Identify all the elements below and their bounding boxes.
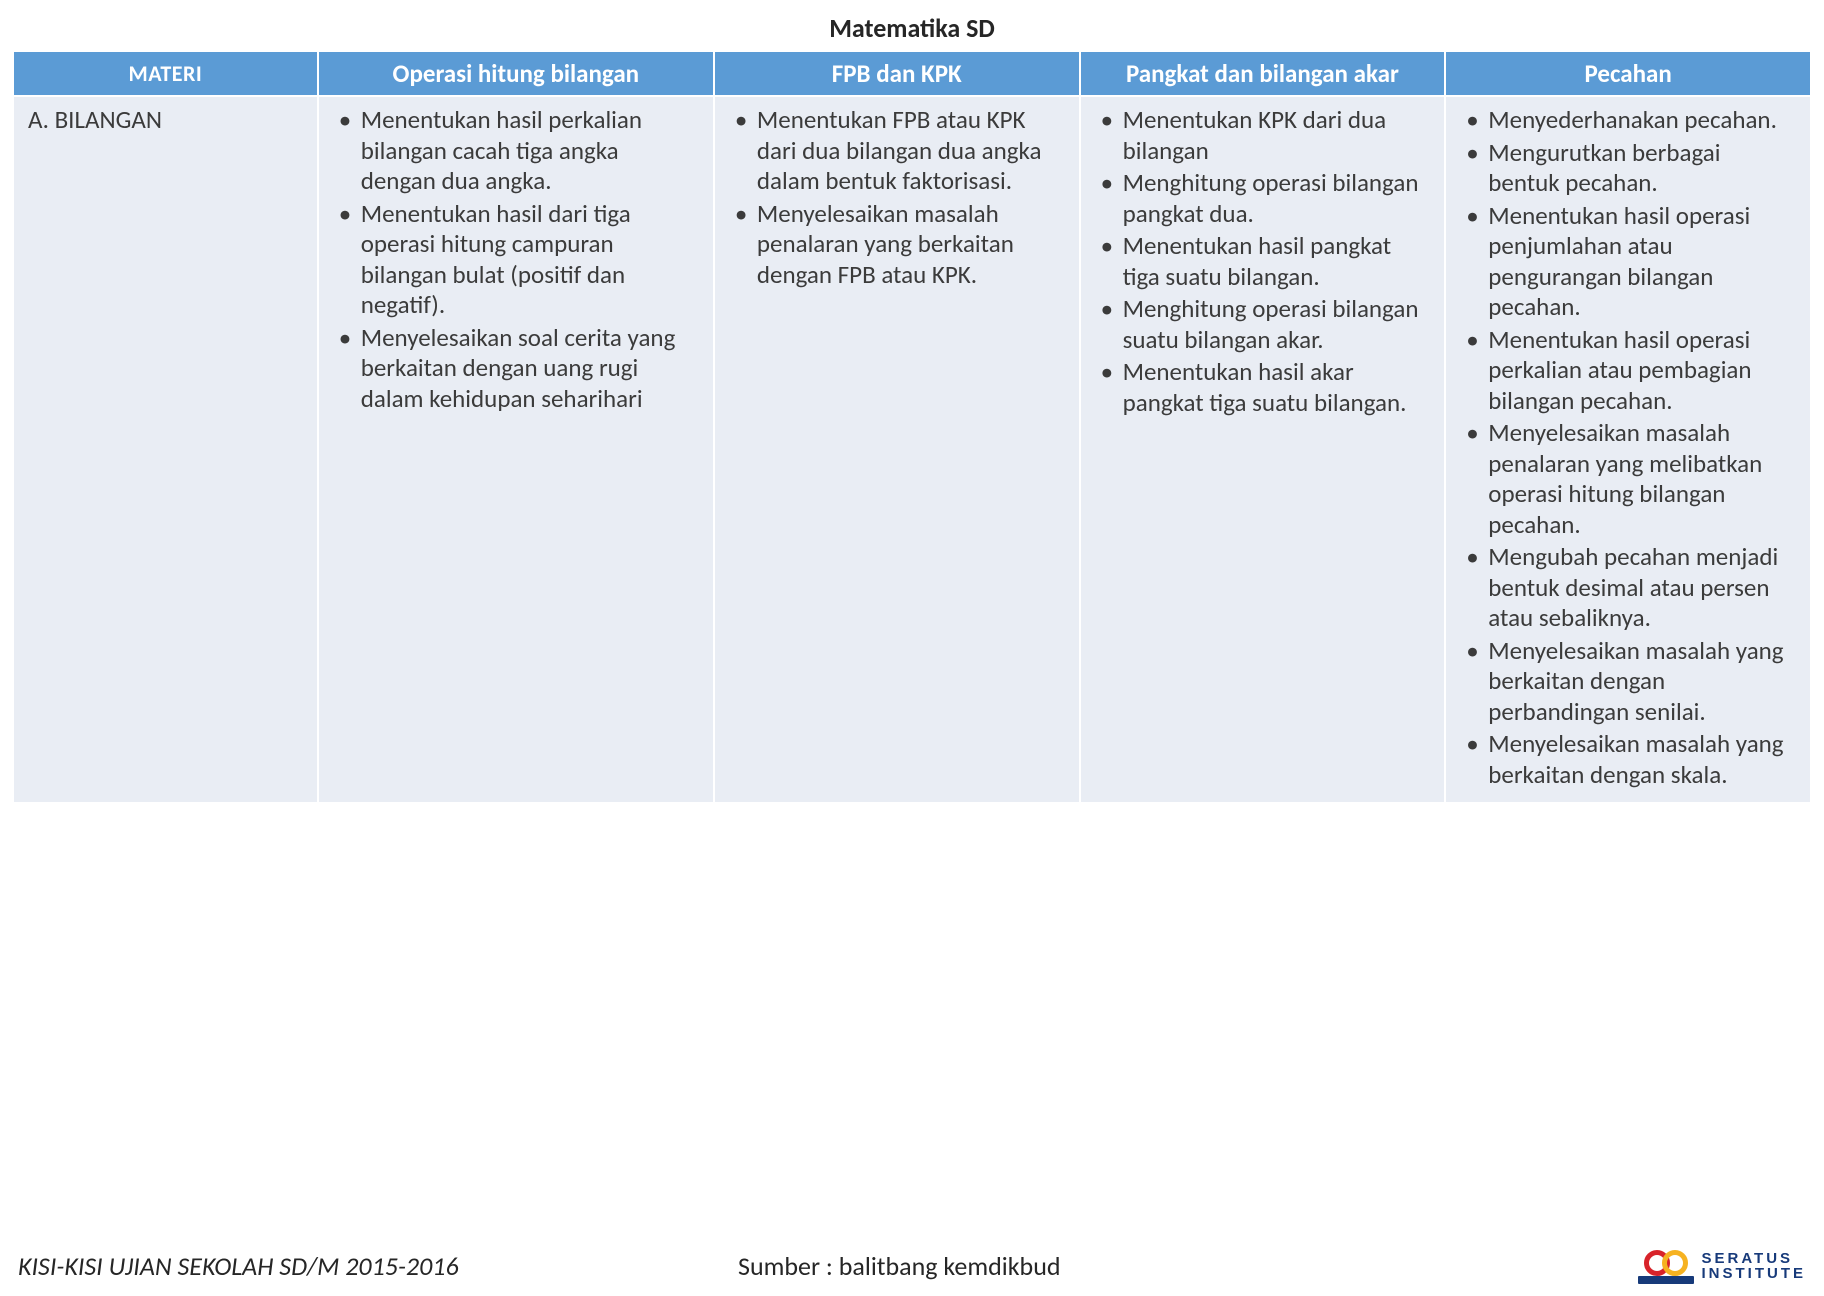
footer-left-text: KISI-KISI UJIAN SEKOLAH SD/M 2015-2016: [18, 1250, 738, 1282]
list-item: Menentukan hasil perkalian bilangan caca…: [333, 105, 699, 197]
footer-center-text: Sumber : balitbang kemdikbud: [738, 1250, 1638, 1282]
page-title: Matematika SD: [12, 10, 1812, 50]
list-col1: Menentukan hasil perkalian bilangan caca…: [333, 105, 699, 414]
table-header-row: MATERI Operasi hitung bilangan FPB dan K…: [13, 51, 1811, 96]
cell-col1: Menentukan hasil perkalian bilangan caca…: [318, 96, 714, 803]
list-item: Menentukan hasil operasi penjumlahan ata…: [1460, 201, 1796, 323]
footer: KISI-KISI UJIAN SEKOLAH SD/M 2015-2016 S…: [0, 1248, 1824, 1284]
list-col4: Menyederhanakan pecahan. Mengurutkan ber…: [1460, 105, 1796, 790]
table-row: A. BILANGAN Menentukan hasil perkalian b…: [13, 96, 1811, 803]
list-item: Menentukan hasil dari tiga operasi hitun…: [333, 199, 699, 321]
cell-col3: Menentukan KPK dari dua bilangan Menghit…: [1080, 96, 1446, 803]
logo-line2: INSTITUTE: [1702, 1266, 1807, 1281]
list-item: Menyederhanakan pecahan.: [1460, 105, 1796, 136]
list-item: Menyelesaikan masalah yang berkaitan den…: [1460, 729, 1796, 790]
header-materi: MATERI: [13, 51, 318, 96]
curriculum-table: MATERI Operasi hitung bilangan FPB dan K…: [12, 50, 1812, 804]
header-col1: Operasi hitung bilangan: [318, 51, 714, 96]
cell-col4: Menyederhanakan pecahan. Mengurutkan ber…: [1445, 96, 1811, 803]
list-item: Menentukan FPB atau KPK dari dua bilanga…: [729, 105, 1065, 197]
footer-logo: SERATUS INSTITUTE: [1638, 1248, 1807, 1284]
list-col3: Menentukan KPK dari dua bilangan Menghit…: [1095, 105, 1431, 418]
list-item: Menentukan hasil akar pangkat tiga suatu…: [1095, 357, 1431, 418]
list-item: Menyelesaikan soal cerita yang berkaitan…: [333, 323, 699, 415]
logo-mark-icon: [1638, 1248, 1694, 1284]
list-col2: Menentukan FPB atau KPK dari dua bilanga…: [729, 105, 1065, 290]
header-col2: FPB dan KPK: [714, 51, 1080, 96]
list-item: Mengurutkan berbagai bentuk pecahan.: [1460, 138, 1796, 199]
header-col3: Pangkat dan bilangan akar: [1080, 51, 1446, 96]
list-item: Menentukan hasil pangkat tiga suatu bila…: [1095, 231, 1431, 292]
list-item: Menyelesaikan masalah yang berkaitan den…: [1460, 636, 1796, 728]
list-item: Menyelesaikan masalah penalaran yang mel…: [1460, 418, 1796, 540]
logo-text: SERATUS INSTITUTE: [1702, 1251, 1807, 1281]
list-item: Mengubah pecahan menjadi bentuk desimal …: [1460, 542, 1796, 634]
logo-line1: SERATUS: [1702, 1251, 1807, 1266]
header-col4: Pecahan: [1445, 51, 1811, 96]
row-label-cell: A. BILANGAN: [13, 96, 318, 803]
list-item: Menentukan hasil operasi perkalian atau …: [1460, 325, 1796, 417]
cell-col2: Menentukan FPB atau KPK dari dua bilanga…: [714, 96, 1080, 803]
list-item: Menghitung operasi bilangan pangkat dua.: [1095, 168, 1431, 229]
list-item: Menyelesaikan masalah penalaran yang ber…: [729, 199, 1065, 291]
list-item: Menentukan KPK dari dua bilangan: [1095, 105, 1431, 166]
list-item: Menghitung operasi bilangan suatu bilang…: [1095, 294, 1431, 355]
